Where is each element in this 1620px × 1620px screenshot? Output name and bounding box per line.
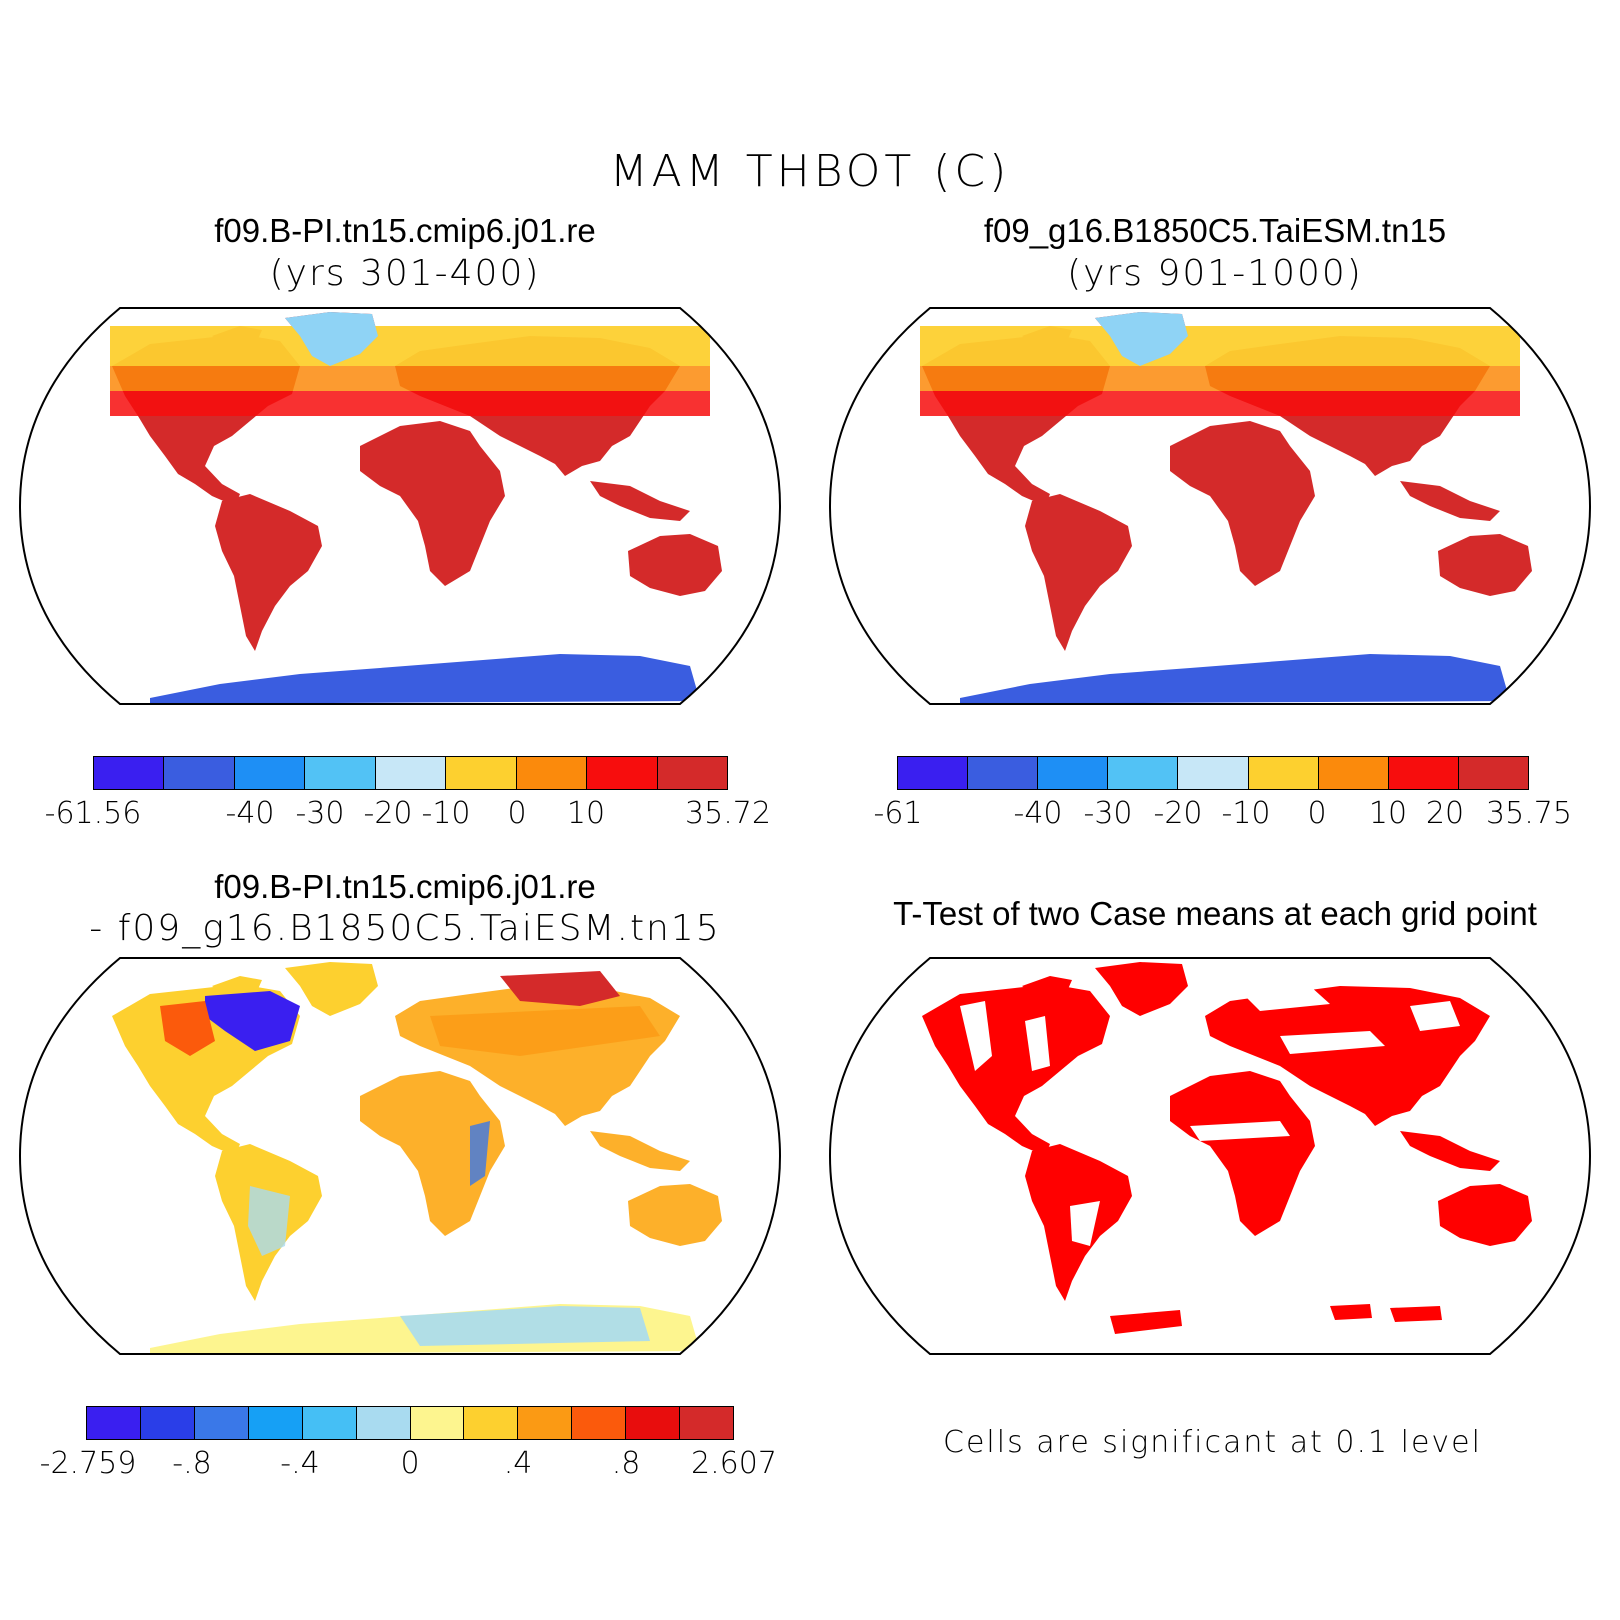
- colorbar-label: -40: [1013, 796, 1063, 831]
- panel-4-note: Cells are significant at 0.1 level: [943, 1425, 1482, 1460]
- panel-2-colorbar: [897, 756, 1529, 790]
- colorbar-swatch: [305, 757, 376, 789]
- colorbar-swatch: [1388, 757, 1459, 789]
- colorbar-swatch: [87, 1407, 141, 1439]
- colorbar-label: -30: [1083, 796, 1133, 831]
- colorbar-swatch: [410, 1407, 465, 1439]
- colorbar-label: 0: [507, 796, 527, 831]
- panel-1-subtitle: (yrs 301-400): [269, 253, 541, 294]
- panel-2-map: [828, 307, 1592, 705]
- colorbar-swatch: [94, 757, 165, 789]
- panel-2-title: f09_g16.B1850C5.TaiESM.tn15: [983, 212, 1447, 249]
- panel-3-subtitle: - f09_g16.B1850C5.TaiESM.tn15: [89, 908, 721, 949]
- colorbar-swatch: [1178, 757, 1249, 789]
- colorbar-label: -20: [363, 796, 413, 831]
- colorbar-label: -.4: [280, 1446, 320, 1481]
- panel-1-map: [18, 307, 782, 705]
- colorbar-label: .8: [611, 1446, 641, 1481]
- colorbar-label: -10: [1221, 796, 1271, 831]
- colorbar-label: -30: [295, 796, 345, 831]
- colorbar-label: 0: [1307, 796, 1327, 831]
- colorbar-swatch: [248, 1407, 303, 1439]
- colorbar-swatch: [626, 1407, 681, 1439]
- colorbar-label: -20: [1153, 796, 1203, 831]
- colorbar-label: -.8: [172, 1446, 212, 1481]
- colorbar-swatch: [572, 1407, 627, 1439]
- colorbar-swatch: [516, 757, 588, 789]
- colorbar-label: 10: [1368, 796, 1408, 831]
- colorbar-label: 20: [1425, 796, 1465, 831]
- colorbar-swatch: [1458, 757, 1528, 789]
- panel-3-map: [18, 957, 782, 1355]
- colorbar-label: .4: [503, 1446, 533, 1481]
- colorbar-swatch: [680, 1407, 734, 1439]
- colorbar-swatch: [446, 757, 517, 789]
- figure-title: MAM THBOT (C): [609, 146, 1011, 197]
- panel-3-title: f09.B-PI.tn15.cmip6.j01.re: [214, 868, 596, 905]
- colorbar-swatch: [1108, 757, 1179, 789]
- colorbar-label: 10: [566, 796, 606, 831]
- colorbar-label: 35.75: [1486, 796, 1572, 831]
- colorbar-swatch: [898, 757, 969, 789]
- colorbar-label: -2.759: [39, 1446, 137, 1481]
- colorbar-swatch: [518, 1407, 573, 1439]
- colorbar-swatch: [1038, 757, 1109, 789]
- colorbar-swatch: [140, 1407, 195, 1439]
- panel-4-map: [828, 957, 1592, 1355]
- colorbar-swatch: [375, 757, 447, 789]
- colorbar-swatch: [657, 757, 727, 789]
- colorbar-swatch: [464, 1407, 519, 1439]
- panel-3-colorbar: [86, 1406, 734, 1440]
- colorbar-swatch: [164, 757, 235, 789]
- colorbar-label: -40: [225, 796, 275, 831]
- panel-1-colorbar: [93, 756, 728, 790]
- colorbar-swatch: [234, 757, 306, 789]
- colorbar-swatch: [1318, 757, 1389, 789]
- colorbar-swatch: [1248, 757, 1319, 789]
- panel-1-title: f09.B-PI.tn15.cmip6.j01.re: [214, 212, 596, 249]
- colorbar-swatch: [587, 757, 658, 789]
- panel-2-subtitle: (yrs 901-1000): [1067, 253, 1363, 294]
- colorbar-label: -61: [873, 796, 923, 831]
- colorbar-swatch: [302, 1407, 357, 1439]
- colorbar-swatch: [356, 1407, 411, 1439]
- colorbar-swatch: [194, 1407, 249, 1439]
- colorbar-label: 0: [400, 1446, 420, 1481]
- colorbar-label: -61.56: [44, 796, 142, 831]
- colorbar-label: 35.72: [685, 796, 771, 831]
- colorbar-swatch: [968, 757, 1039, 789]
- colorbar-label: 2.607: [691, 1446, 777, 1481]
- panel-4-title: T-Test of two Case means at each grid po…: [893, 895, 1537, 932]
- colorbar-label: -10: [421, 796, 471, 831]
